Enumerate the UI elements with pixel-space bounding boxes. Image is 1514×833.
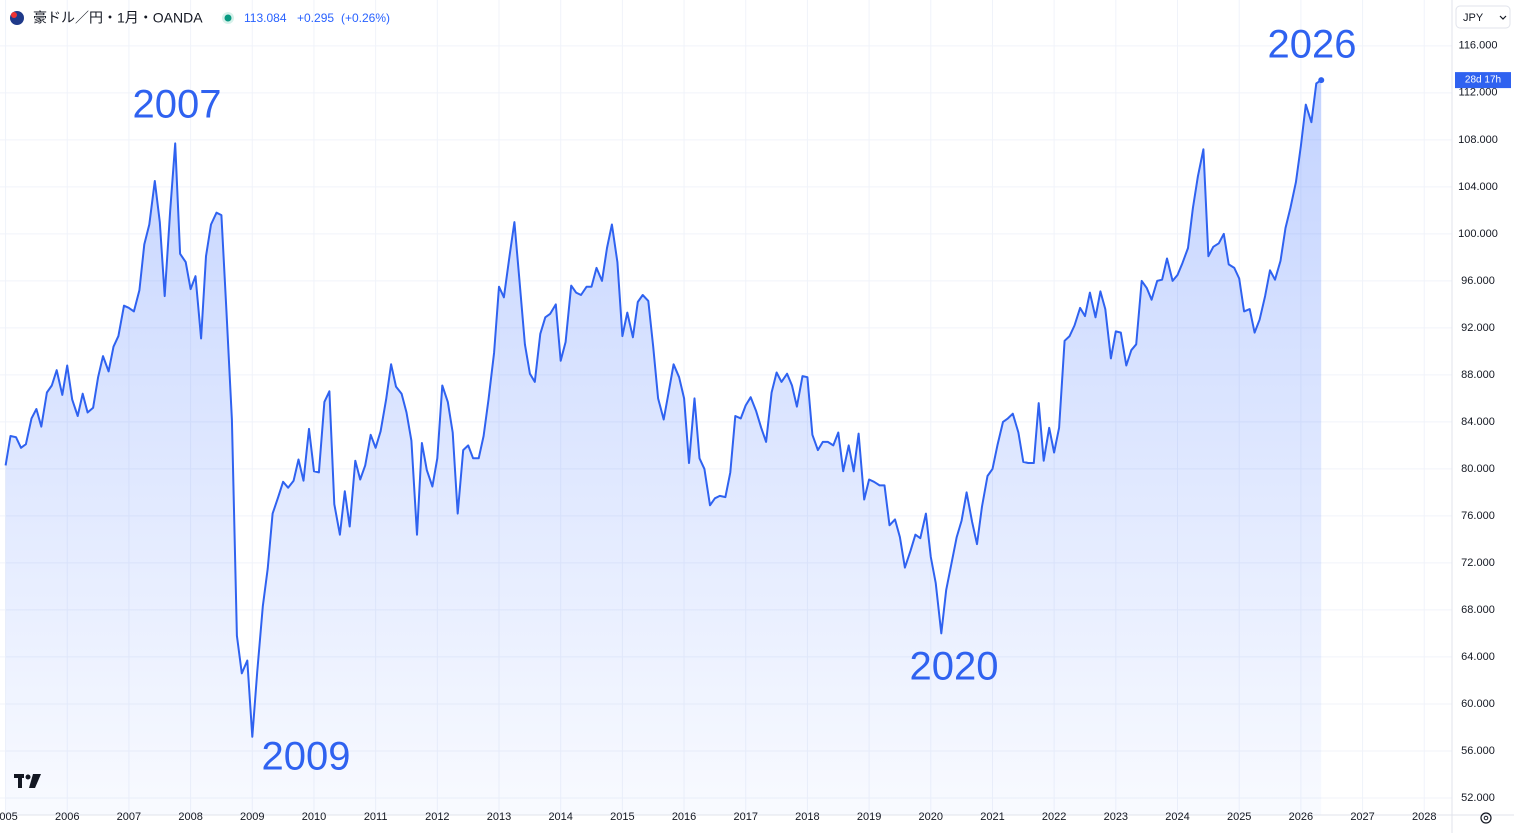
area xyxy=(5,80,1322,816)
y-tick-label: 104.000 xyxy=(1458,181,1498,193)
logo-part xyxy=(18,774,22,788)
x-tick-label: 2006 xyxy=(55,811,79,823)
x-tick-label: 2014 xyxy=(548,811,572,823)
y-tick-label: 116.000 xyxy=(1459,40,1498,52)
y-tick-label: 80.000 xyxy=(1461,463,1495,475)
change: +0.295 xyxy=(297,11,334,25)
y-tick-label: 84.000 xyxy=(1461,416,1495,428)
tv-logo[interactable] xyxy=(14,774,41,788)
x-tick-label: 2019 xyxy=(857,811,881,823)
status-dot xyxy=(224,14,232,22)
y-tick-label: 68.000 xyxy=(1461,604,1495,616)
annotation: 2007 xyxy=(133,83,222,127)
currency-select[interactable]: JPY xyxy=(1455,5,1511,29)
x-tick-label: 2025 xyxy=(1227,811,1251,823)
price-tag-bg xyxy=(1455,72,1511,89)
x-tick-label: 2016 xyxy=(672,811,696,823)
y-tick-label: 96.000 xyxy=(1461,275,1495,287)
settings-icon[interactable] xyxy=(1480,812,1492,824)
last-point xyxy=(1318,77,1325,84)
plot: 2007 2009 2020 2026 xyxy=(4,23,1357,816)
x-tick-label: 2010 xyxy=(302,811,326,823)
x-tick-label: 2008 xyxy=(178,811,202,823)
x-tick-label: 2021 xyxy=(980,811,1004,823)
x-tick-label: 2005 xyxy=(0,811,18,823)
x-tick-label: 2017 xyxy=(733,811,757,823)
y-tick-label: 64.000 xyxy=(1461,651,1495,663)
x-tick-label: 2026 xyxy=(1289,811,1313,823)
x-tick-label: 2011 xyxy=(364,811,388,823)
y-tick-label: 56.000 xyxy=(1461,745,1495,757)
x-tick-label: 2023 xyxy=(1104,811,1128,823)
x-tick-label: 2018 xyxy=(795,811,819,823)
currency-box[interactable] xyxy=(1455,5,1511,29)
symbol[interactable]: 豪ドル／円・1月・OANDA xyxy=(33,10,203,26)
y-tick-label: 112.000 xyxy=(1459,87,1498,99)
x-tick-label: 2013 xyxy=(487,811,511,823)
y-tick-label: 76.000 xyxy=(1461,510,1495,522)
annotation: 2026 xyxy=(1268,23,1357,67)
price-line xyxy=(4,79,1322,738)
annotation: 2020 xyxy=(910,645,999,689)
header: 豪ドル／円・1月・OANDA 113.084 +0.295 (+0.26%) xyxy=(10,10,390,26)
change-pct: (+0.26%) xyxy=(341,11,390,25)
x-tick-label: 2007 xyxy=(117,811,141,823)
x-tick-label: 2015 xyxy=(610,811,634,823)
logo-part xyxy=(25,774,31,780)
gear[interactable] xyxy=(1480,812,1492,824)
x-tick-label: 2024 xyxy=(1165,811,1189,823)
y-tick-label: 88.000 xyxy=(1461,369,1495,381)
x-tick-label: 2028 xyxy=(1412,811,1436,823)
y-tick-label: 60.000 xyxy=(1461,698,1495,710)
price: 113.084 xyxy=(244,11,287,25)
price-tag: 28d 17h xyxy=(1465,75,1501,86)
y-tick-label: 100.000 xyxy=(1458,228,1498,240)
flag-icon-part xyxy=(11,12,17,18)
y-tick-label: 52.000 xyxy=(1461,792,1495,804)
currency[interactable]: JPY xyxy=(1463,12,1484,24)
gear-center xyxy=(1483,815,1489,821)
x-tick-label: 2022 xyxy=(1042,811,1066,823)
x-tick-label: 2012 xyxy=(425,811,449,823)
annotation: 2009 xyxy=(262,735,351,779)
x-tick-label: 2020 xyxy=(919,811,943,823)
chevron xyxy=(1499,15,1507,20)
y-tick-label: 108.000 xyxy=(1458,134,1498,146)
axes: 52.000 56.000 60.000 64.000 68.000 72.000 76.0… xyxy=(0,40,1511,823)
x-tick-label: 2009 xyxy=(240,811,264,823)
x-tick-label: 2027 xyxy=(1350,811,1374,823)
y-tick-label: 72.000 xyxy=(1461,557,1495,569)
y-tick-label: 92.000 xyxy=(1461,322,1495,334)
logo-part xyxy=(29,774,41,788)
